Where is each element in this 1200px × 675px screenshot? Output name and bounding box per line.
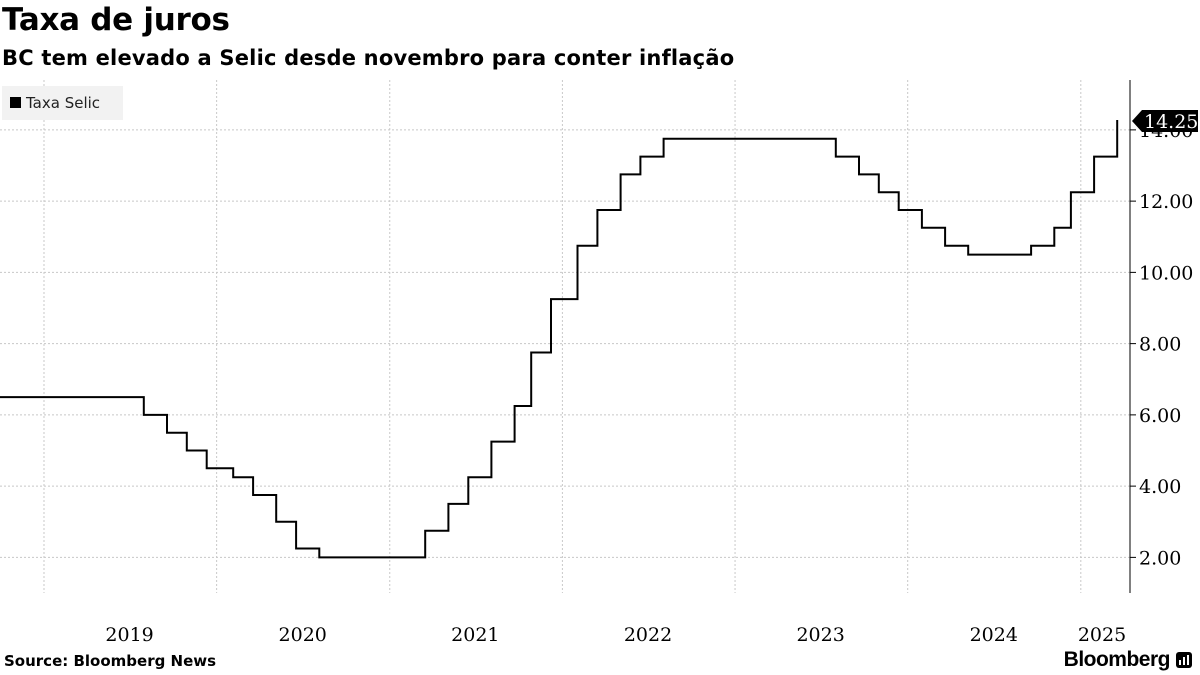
series-layer [0, 120, 1119, 559]
brand-name: Bloomberg [1063, 648, 1171, 671]
legend-label-taxa-selic: Taxa Selic [25, 94, 100, 112]
x-tick-label: 2019 [105, 624, 153, 646]
x-tick-label: 2024 [970, 624, 1018, 646]
legend-background [2, 86, 123, 120]
x-tick-label: 2023 [796, 624, 844, 646]
x-tick-label: 2020 [279, 624, 327, 646]
y-tick-label: 2.00 [1139, 547, 1181, 569]
bloomberg-terminal-icon [1176, 652, 1192, 668]
last-value-label: 14.25 [1144, 111, 1198, 133]
y-tick-label: 6.00 [1139, 405, 1181, 427]
x-tick-label: 2025 [1078, 624, 1126, 646]
chart-title: Taxa de juros [2, 2, 230, 38]
last-value-badge [1132, 109, 1198, 132]
tick-labels: 2.004.006.008.0010.0012.0014.00201920202… [105, 120, 1193, 646]
axes [1129, 80, 1136, 593]
y-tick-label: 12.00 [1139, 191, 1193, 213]
y-tick-label: 8.00 [1139, 334, 1181, 356]
source-note: Source: Bloomberg News [4, 652, 217, 670]
y-tick-label: 10.00 [1139, 262, 1193, 284]
last-value-marker: 14.25 [1132, 109, 1198, 133]
y-tick-label: 4.00 [1139, 476, 1181, 498]
legend: Taxa Selic [2, 86, 123, 120]
x-tick-label: 2022 [624, 624, 672, 646]
chart-subtitle: BC tem elevado a Selic desde novembro pa… [2, 46, 735, 70]
brand-logo: Bloomberg [1064, 648, 1192, 672]
x-tick-label: 2021 [451, 624, 499, 646]
legend-swatch-taxa-selic [10, 97, 21, 108]
grid-lines [0, 80, 1130, 593]
series-line-taxa-selic [0, 120, 1119, 559]
